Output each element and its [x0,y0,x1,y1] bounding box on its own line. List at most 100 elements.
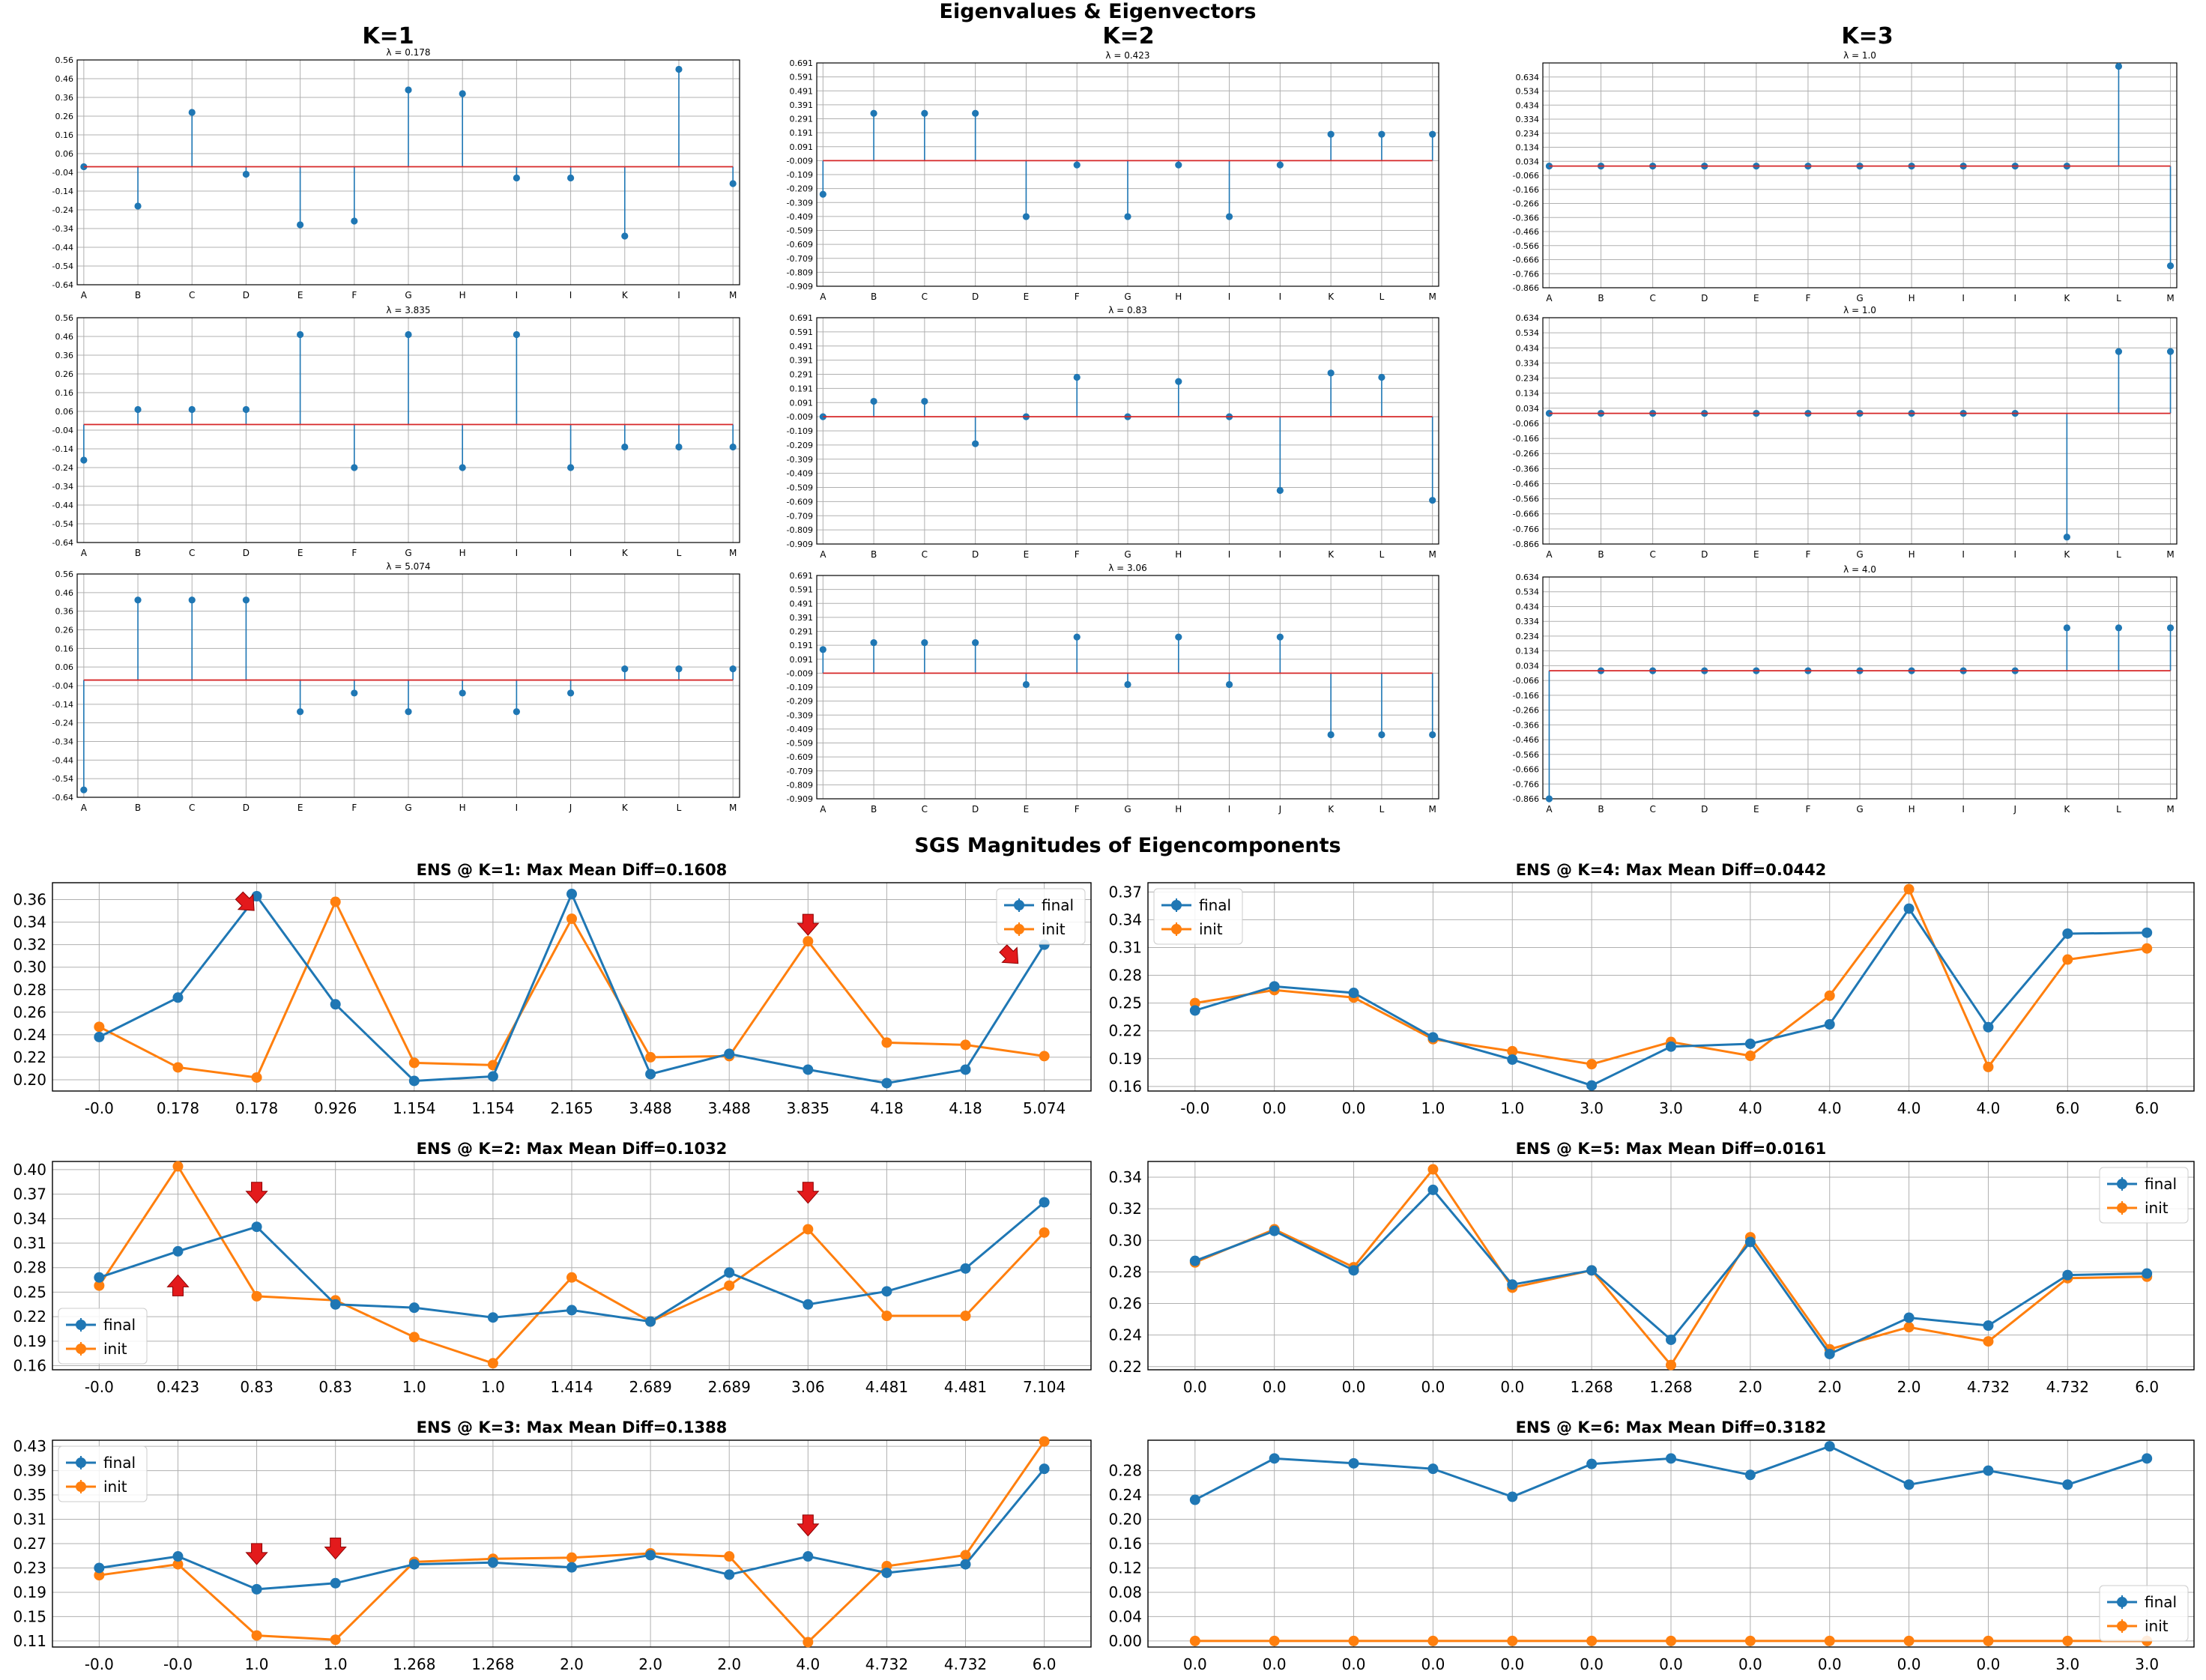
y-tick-label: -0.509 [787,739,813,749]
stem-marker [297,708,304,716]
x-tick-label: E [1753,293,1759,303]
y-tick-label: -0.709 [787,254,813,264]
x-tick-label: 2.0 [1897,1378,1921,1396]
y-tick-label: -0.009 [787,156,813,166]
eigenvalue-label: λ = 3.835 [386,305,430,315]
stem-marker [729,180,737,187]
stem-marker [1073,633,1081,641]
highlight-arrow [235,891,255,911]
x-tick-label: G [405,548,411,558]
stem-marker [1124,680,1131,689]
stem-marker [1327,130,1335,138]
y-tick-label: 0.46 [55,332,74,342]
stem-marker [2115,624,2123,632]
y-tick-label: 0.04 [1108,1607,1142,1625]
series-point-init [1983,1336,1994,1347]
y-tick-label: 0.22 [13,1048,46,1066]
x-tick-label: 0.0 [1818,1655,1842,1673]
series-point-final [2062,1269,2073,1281]
y-tick-label: -0.34 [52,224,73,234]
y-tick-label: -0.24 [52,463,73,473]
series-point-init [1507,1635,1518,1646]
series-point-init [487,1358,498,1369]
series-point-final [645,1316,656,1327]
y-tick-label: -0.666 [1513,765,1539,775]
x-tick-label: H [1909,293,1915,303]
y-tick-label: 0.26 [55,369,74,379]
series-point-final [1666,1334,1676,1345]
stem-marker [870,638,877,647]
series-point-init [94,1570,105,1581]
x-tick-label: L [1379,291,1385,302]
y-tick-label: 0.22 [13,1308,46,1326]
x-tick-label: A [820,291,827,302]
plot-frame [816,62,1439,287]
series-point-init [1666,1359,1676,1371]
x-tick-label: C [922,804,928,815]
column-title-k2: K=2 [1102,23,1154,49]
series-point-final [1507,1279,1518,1290]
y-tick-label: -0.009 [787,412,813,422]
stem-marker [513,330,520,339]
series-point-init [881,1311,892,1322]
y-tick-label: -0.909 [787,794,813,804]
x-tick-label: F [351,548,357,558]
series-point-init [172,1161,184,1172]
x-tick-label: A [81,803,88,813]
series-point-init [724,1280,735,1291]
series-point-final [251,891,262,902]
series-point-final [1744,1236,1756,1248]
x-tick-label: C [922,549,928,560]
series-point-init [645,1051,656,1063]
y-tick-label: 0.26 [55,626,74,635]
x-tick-label: M [729,803,737,813]
stem-marker [1276,486,1284,495]
y-tick-label: 0.634 [1516,572,1540,582]
ens-panel-4: 0.11 0.15 0.19 0.23 0.27 0.31 0.35 0.39 0.43 -0.0… [13,1418,1092,1673]
series-point-init [408,1332,420,1343]
x-tick-label: F [1805,549,1810,560]
series-point-final [487,1557,498,1568]
stem-marker [2063,624,2070,632]
series-point-init [960,1550,971,1561]
x-tick-label: M [2166,804,2174,815]
stem-marker [1378,731,1385,739]
x-tick-label: A [81,290,88,300]
stem-marker [242,170,250,178]
series-point-init [566,1552,577,1563]
y-tick-label: -0.566 [1513,241,1539,251]
y-tick-label: 0.35 [13,1486,46,1504]
y-tick-label: 0.27 [13,1535,46,1553]
y-tick-label: -0.44 [52,243,73,253]
x-tick-label: 2.0 [1738,1378,1762,1396]
stem-marker [972,638,979,647]
series-point-init [1039,1227,1050,1238]
x-tick-label: E [297,803,303,813]
series-point-init [1903,1635,1915,1646]
y-tick-label: -0.066 [1513,676,1539,686]
x-tick-label: E [1024,291,1030,302]
highlight-arrow [324,1538,347,1560]
highlight-arrow [797,1514,820,1537]
y-tick-label: 0.28 [13,981,46,999]
stem-marker [2063,534,2070,541]
plot-frame [52,882,1092,1092]
x-tick-label: G [1856,293,1863,303]
x-tick-label: 4.732 [865,1655,908,1673]
y-tick-label: 0.634 [1516,73,1540,82]
eigenvalue-label: λ = 0.83 [1108,305,1147,315]
series-point-final [1189,1255,1200,1266]
x-tick-label: 0.0 [1738,1655,1762,1673]
series-point-init [960,1039,971,1051]
x-tick-label: 1.414 [550,1378,593,1396]
ens-panel-3: 0.22 0.24 0.26 0.28 0.30 0.32 0.34 0.0 0.0 0.0 0.0… [1108,1140,2195,1396]
series-point-final [1666,1041,1676,1052]
stem-marker [1378,130,1385,138]
series-point-final [2142,1453,2153,1464]
y-tick-label: -0.44 [52,755,73,765]
stem-marker [1022,213,1030,220]
series-point-init [724,1551,735,1562]
stem-marker [675,443,683,451]
x-tick-label: I [1228,291,1231,302]
x-tick-label: I [1228,804,1231,815]
